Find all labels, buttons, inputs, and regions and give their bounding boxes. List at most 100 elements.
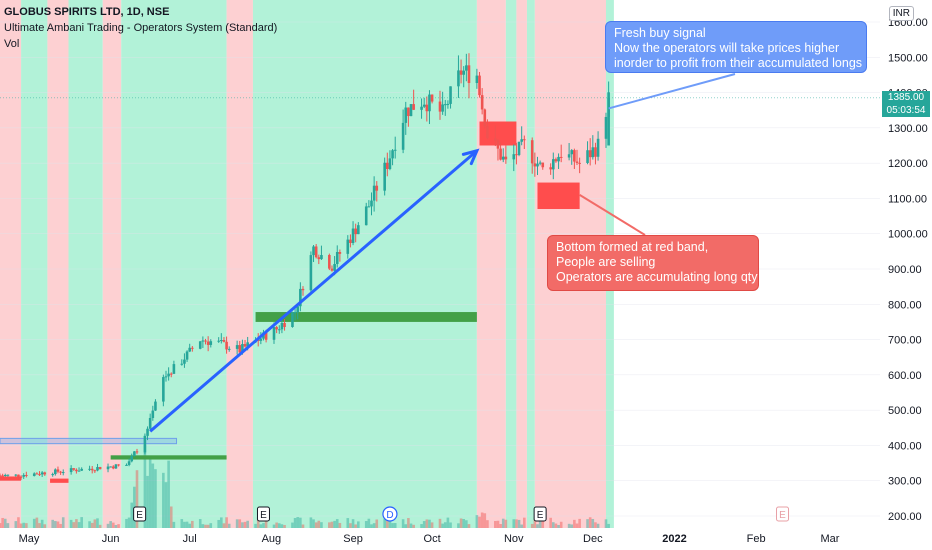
- candle-body: [430, 94, 434, 102]
- volume-bar: [467, 524, 471, 528]
- candle-body: [217, 340, 220, 342]
- volume-bar: [254, 523, 257, 528]
- indicator-title[interactable]: Ultimate Ambani Trading - Operators Syst…: [4, 22, 278, 34]
- volume-bar: [541, 520, 545, 528]
- volume-bar: [0, 523, 2, 528]
- event-marker-label: E: [136, 510, 143, 521]
- volume-bar: [185, 521, 189, 528]
- volume-bar: [14, 521, 18, 528]
- price-tick-label: 800.00: [888, 299, 922, 311]
- candle-body: [401, 122, 405, 150]
- candle-body: [364, 206, 368, 226]
- volume-bar: [72, 522, 76, 528]
- time-tick-label: Jul: [183, 533, 197, 545]
- volume-bar: [328, 522, 331, 528]
- candle-body: [320, 254, 323, 260]
- trend-arrow: [149, 148, 480, 433]
- volume-bar: [388, 521, 392, 528]
- volume-bar: [607, 523, 610, 528]
- candle-body: [573, 150, 576, 162]
- volume-bar: [504, 519, 508, 528]
- volume-bar: [264, 517, 268, 528]
- price-tick-label: 700.00: [888, 335, 922, 347]
- volume-bar: [143, 445, 147, 528]
- volume-bar: [538, 518, 542, 528]
- volume-bar: [512, 519, 516, 528]
- candle-body: [333, 264, 336, 271]
- volume-bar: [401, 519, 405, 528]
- volume-bar: [19, 523, 23, 528]
- volume-bar: [201, 524, 205, 528]
- candle-body: [575, 161, 579, 163]
- currency-label[interactable]: INR: [888, 6, 914, 21]
- candle-body: [301, 288, 305, 291]
- zone-red: [537, 182, 580, 210]
- volume-bar: [594, 522, 597, 528]
- candle-body: [80, 468, 83, 471]
- zone-red: [50, 478, 69, 483]
- volume-bar: [386, 520, 389, 528]
- earnings-marker: [256, 506, 270, 522]
- volume-bar: [109, 521, 112, 528]
- candle-body: [554, 159, 558, 162]
- volume-bar: [357, 521, 360, 528]
- candle-body: [504, 156, 508, 160]
- volume-bar: [465, 520, 468, 528]
- candle-body: [162, 377, 165, 402]
- volume-label[interactable]: Vol: [4, 38, 20, 50]
- volume-bar: [494, 520, 497, 528]
- candle-body: [169, 373, 173, 375]
- volume-bar: [127, 517, 131, 528]
- volume-bar: [151, 463, 155, 528]
- candle-body: [1, 475, 4, 477]
- candle-body: [538, 162, 542, 164]
- volume-bar: [275, 522, 278, 528]
- candle-body: [530, 140, 534, 164]
- volume-bar: [262, 523, 265, 528]
- volume-bar: [164, 482, 168, 528]
- candle-body: [185, 351, 189, 360]
- candle-body: [272, 327, 276, 340]
- volume-bar: [320, 522, 323, 528]
- volume-bar: [296, 517, 300, 528]
- volume-bar: [412, 524, 415, 528]
- volume-bar: [222, 523, 226, 528]
- candle-body: [40, 472, 44, 475]
- candle-body: [98, 467, 102, 470]
- zone-red: [479, 121, 517, 146]
- volume-bar: [114, 524, 118, 528]
- bottom-callout-line: [579, 194, 646, 236]
- candle-body: [375, 185, 379, 191]
- event-marker-label: E: [779, 510, 786, 521]
- volume-bar: [169, 506, 173, 528]
- band-red: [0, 0, 22, 528]
- volume-bar: [459, 518, 463, 528]
- candle-body: [293, 312, 297, 314]
- volume-bar: [235, 519, 239, 528]
- volume-bar: [246, 520, 249, 528]
- candle-body: [478, 75, 481, 96]
- zones: [0, 121, 580, 483]
- buy-callout-line: [608, 73, 736, 110]
- zone-green: [255, 312, 477, 322]
- volume-bar: [204, 524, 207, 528]
- band-red: [226, 0, 253, 528]
- earnings-marker: [133, 506, 147, 522]
- candle-body: [17, 474, 20, 477]
- candle-body: [517, 141, 521, 155]
- buy-signal-callout: Fresh buy signal Now the operators will …: [605, 21, 867, 73]
- candle-body: [443, 104, 447, 106]
- volume-bar: [549, 517, 552, 528]
- volume-bar: [520, 524, 523, 528]
- volume-bar: [291, 522, 294, 528]
- volume-bar: [183, 521, 186, 528]
- volume-bar: [206, 524, 210, 528]
- candle-body: [206, 341, 210, 345]
- volume-bar: [567, 523, 571, 528]
- candle-body: [441, 104, 444, 112]
- price-tick-label: 1300.00: [888, 123, 928, 135]
- price-tick-label: 1500.00: [888, 52, 928, 64]
- candle-body: [438, 101, 442, 112]
- candle-body: [428, 94, 431, 112]
